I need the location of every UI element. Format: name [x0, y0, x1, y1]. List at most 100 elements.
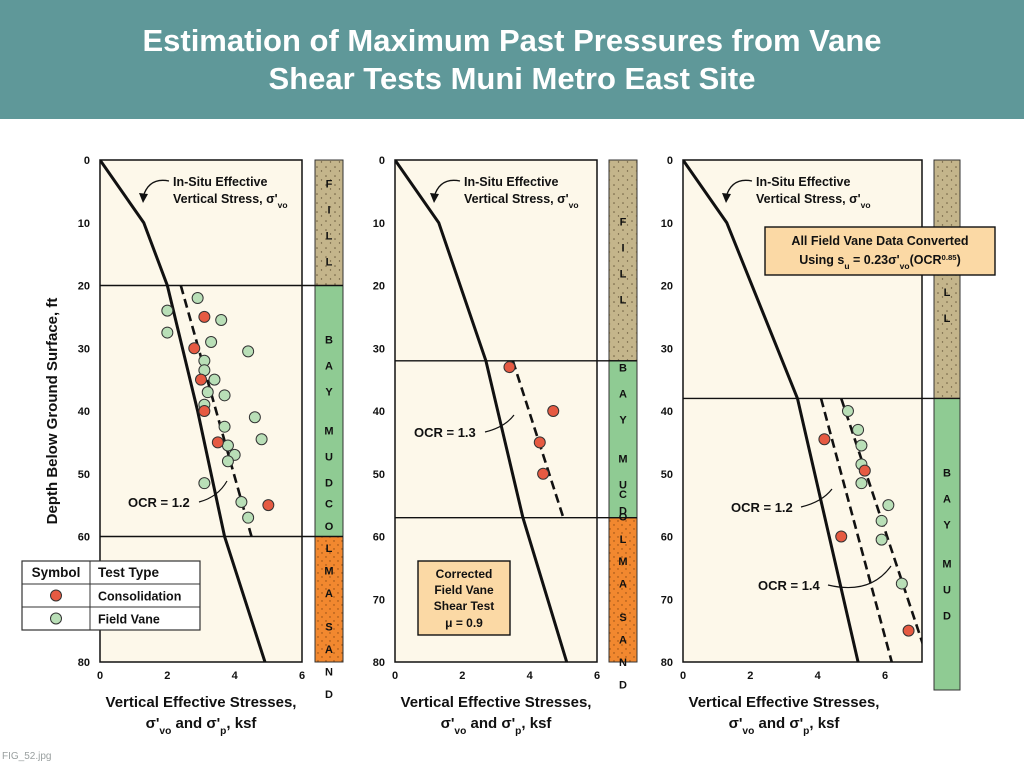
y-tick-label: 10 [373, 218, 385, 230]
ocr-dashed-line [179, 285, 253, 537]
svg-text:M: M [324, 425, 333, 437]
x-tick-label: 2 [459, 670, 465, 682]
svg-text:L: L [620, 268, 627, 280]
x-tick-label: 6 [882, 670, 888, 682]
svg-text:L: L [326, 257, 333, 269]
svg-text:Y: Y [325, 386, 333, 398]
field-vane-point [248, 411, 261, 424]
field-vane-point [161, 304, 174, 317]
svg-text:Using su​ = 0.23σ'vo​(OCR0.85​: Using su​ = 0.23σ'vo​(OCR0.85​) [799, 253, 961, 272]
in-situ-label: In-Situ Effective [464, 175, 559, 189]
field-vane-point [895, 577, 908, 590]
svg-text:A: A [325, 644, 333, 656]
layer-texture [609, 517, 637, 662]
svg-text:B: B [943, 468, 951, 480]
x-tick-label: 2 [164, 670, 170, 682]
vane-shear-figure: FILLBAYMUDCOLMASAND010203040506070800246… [21, 155, 996, 737]
ocr-label: OCR = 1.4 [758, 578, 821, 593]
svg-text:D: D [943, 611, 951, 623]
svg-text:L: L [944, 287, 951, 299]
y-tick-label: 50 [78, 469, 90, 481]
y-tick-label: 60 [661, 532, 673, 544]
y-tick-label: 80 [78, 657, 90, 669]
svg-text:Corrected: Corrected [436, 567, 493, 581]
svg-text:F: F [326, 179, 333, 191]
svg-text:Field Vane: Field Vane [434, 583, 494, 597]
consolidation-point [195, 373, 207, 386]
in-situ-stress-line [100, 160, 267, 662]
x-tick-label: 2 [747, 670, 753, 682]
layer-texture [934, 160, 960, 399]
legend-label: Consolidation [98, 590, 181, 604]
slide-title-line-1: Estimation of Maximum Past Pressures fro… [142, 22, 882, 58]
footer-filename: FIG_52.jpg [2, 751, 52, 762]
ocr-dashed-line [819, 398, 893, 662]
svg-text:U: U [943, 585, 951, 597]
consolidation-point [818, 433, 831, 446]
svg-text:I: I [621, 242, 624, 254]
layer-bay-mud [314, 285, 344, 537]
y-tick-label: 70 [661, 594, 673, 606]
y-tick-label: 10 [661, 218, 673, 230]
y-tick-label: 50 [661, 469, 673, 481]
consolidation-point [533, 436, 546, 449]
annotation-arrow [800, 488, 833, 508]
svg-text:S: S [619, 612, 626, 624]
layer-label: B A Y M U D [942, 468, 951, 623]
ocr-label: OCR = 1.3 [414, 425, 476, 440]
svg-text:A: A [619, 579, 627, 591]
field-vane-point [218, 420, 231, 433]
field-vane-point [255, 433, 268, 446]
field-vane-point [191, 292, 204, 305]
x-tick-label: 6 [299, 670, 305, 682]
y-tick-label: 40 [661, 406, 673, 418]
svg-text:M: M [324, 566, 333, 578]
consolidation-point [537, 467, 550, 480]
layer-texture [315, 160, 343, 286]
ocr-label: OCR = 1.2 [128, 495, 190, 510]
y-tick-label: 20 [78, 281, 90, 293]
field-vane-point [242, 511, 255, 524]
field-vane-point [841, 405, 854, 417]
consolidation-point [211, 436, 224, 449]
y-tick-label: 80 [661, 657, 673, 669]
svg-text:D: D [619, 506, 627, 518]
svg-text:N: N [619, 657, 627, 669]
field-vane-point [208, 373, 221, 386]
consolidation-point [198, 310, 211, 323]
in-situ-label: Vertical Stress, σ'vo​ [464, 192, 579, 210]
field-vane-point [221, 455, 234, 468]
svg-text:I: I [327, 205, 330, 217]
field-vane-point [218, 389, 231, 402]
y-tick-label: 0 [667, 155, 673, 167]
svg-text:L: L [326, 231, 333, 243]
svg-text:D: D [619, 679, 627, 691]
field-vane-point [221, 439, 234, 452]
conversion-note-box: All Field Vane Data Converted Using su​ =… [764, 226, 996, 276]
x-tick-label: 4 [527, 670, 534, 682]
svg-text:M: M [942, 559, 951, 571]
x-axis-label: σ'vo​ and σ'p​, ksf [441, 715, 553, 737]
legend-table: Symbol Test Type Consolidation Field Vane [21, 560, 201, 631]
x-axis-label: Vertical Effective Stresses, [106, 694, 297, 711]
field-vane-point [875, 514, 888, 527]
consolidation-point [902, 624, 915, 637]
x-axis-label: σ'vo​ and σ'p​, ksf [146, 715, 258, 737]
svg-text:Y: Y [619, 415, 627, 427]
y-tick-label: 80 [373, 657, 385, 669]
y-tick-label: 70 [373, 594, 385, 606]
in-situ-label: In-Situ Effective [756, 175, 851, 189]
consolidation-point [198, 405, 211, 417]
svg-text:A: A [619, 389, 627, 401]
field-vane-point [201, 386, 214, 399]
consolidation-point [858, 464, 871, 477]
svg-text:Y: Y [943, 520, 951, 532]
x-tick-label: 0 [680, 670, 686, 682]
annotation-arrowhead [722, 193, 731, 203]
svg-text:L: L [620, 534, 627, 546]
svg-text:A: A [325, 588, 333, 600]
annotation-arrow [198, 480, 228, 503]
field-vane-point [242, 345, 255, 358]
consolidation-point [547, 405, 560, 417]
